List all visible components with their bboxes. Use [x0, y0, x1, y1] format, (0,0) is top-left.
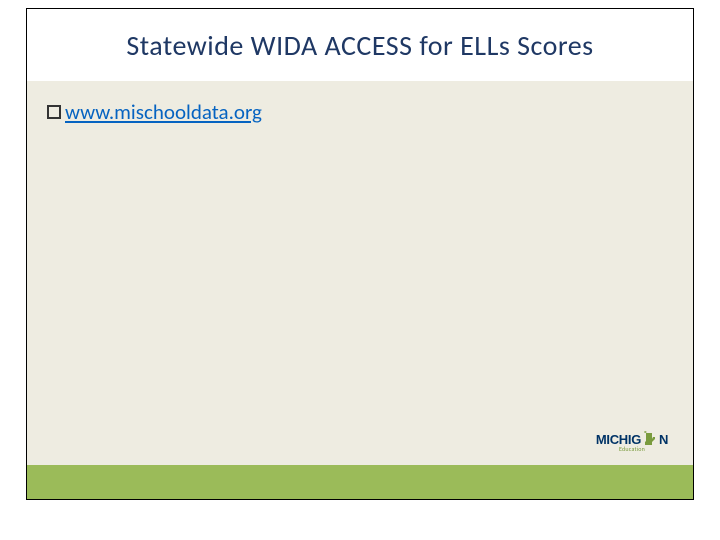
- michigan-mitten-icon: [643, 431, 657, 447]
- title-area: Statewide WIDA ACCESS for ELLs Scores: [27, 9, 693, 81]
- michigan-logo: MICHIG N Education: [585, 425, 679, 459]
- slide-frame: Statewide WIDA ACCESS for ELLs Scores ww…: [26, 8, 694, 500]
- footer-bar: [27, 465, 693, 499]
- content-area: www.mischooldata.org: [27, 81, 693, 465]
- square-bullet-icon: [47, 105, 61, 119]
- logo-text-suffix: N: [659, 432, 668, 447]
- bullet-item: www.mischooldata.org: [47, 99, 673, 125]
- data-link[interactable]: www.mischooldata.org: [65, 99, 262, 125]
- logo-subtext: Education: [619, 445, 645, 453]
- slide-title: Statewide WIDA ACCESS for ELLs Scores: [126, 28, 593, 63]
